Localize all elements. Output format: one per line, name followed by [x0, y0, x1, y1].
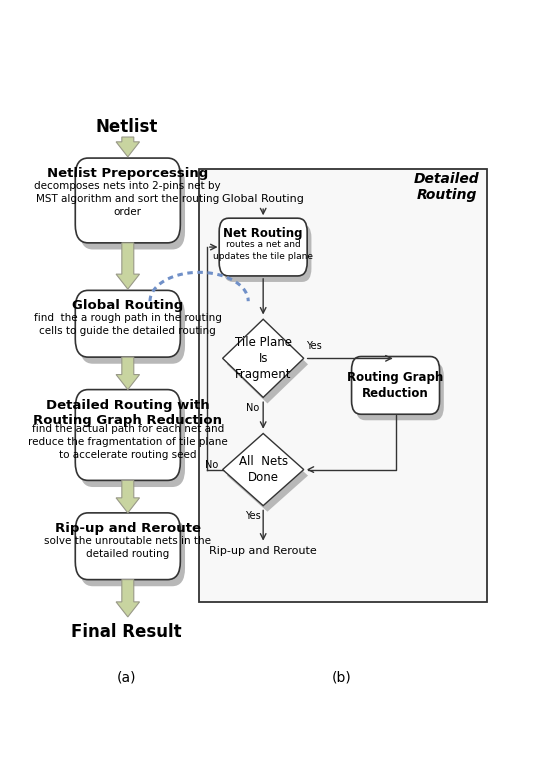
Text: Global Routing: Global Routing — [222, 194, 304, 204]
Text: Netlist Preporcessing: Netlist Preporcessing — [47, 167, 208, 180]
FancyArrow shape — [116, 137, 139, 157]
FancyBboxPatch shape — [356, 362, 444, 420]
Text: Rip-up and Reroute: Rip-up and Reroute — [209, 546, 317, 556]
FancyBboxPatch shape — [224, 224, 311, 282]
Text: (b): (b) — [332, 670, 351, 684]
Text: Tile Plane
Is
Fragment: Tile Plane Is Fragment — [235, 336, 291, 381]
FancyBboxPatch shape — [75, 513, 180, 580]
Text: Global Routing: Global Routing — [72, 299, 183, 312]
Text: Net Routing: Net Routing — [223, 227, 303, 241]
Text: No: No — [246, 403, 259, 413]
FancyBboxPatch shape — [352, 356, 440, 414]
Text: decomposes nets into 2-pins net by
MST algorithm and sort the routing
order: decomposes nets into 2-pins net by MST a… — [35, 181, 221, 216]
Text: find the actual path for each net and
reduce the fragmentation of tile plane
to : find the actual path for each net and re… — [28, 424, 228, 460]
Text: Netlist: Netlist — [95, 118, 158, 136]
FancyArrow shape — [116, 580, 139, 617]
FancyBboxPatch shape — [75, 390, 180, 480]
FancyArrow shape — [116, 243, 139, 289]
Text: find  the a rough path in the routing
cells to guide the detailed routing: find the a rough path in the routing cel… — [34, 313, 222, 336]
FancyArrow shape — [116, 357, 139, 390]
Polygon shape — [227, 325, 308, 404]
FancyBboxPatch shape — [80, 165, 185, 249]
Text: Yes: Yes — [245, 512, 261, 522]
Polygon shape — [223, 433, 304, 505]
FancyBboxPatch shape — [199, 169, 488, 602]
Polygon shape — [227, 440, 308, 512]
Text: (a): (a) — [117, 670, 136, 684]
FancyBboxPatch shape — [80, 297, 185, 364]
Text: routes a net and
updates the tile plane: routes a net and updates the tile plane — [213, 241, 313, 261]
FancyBboxPatch shape — [80, 519, 185, 587]
Text: Rip-up and Reroute: Rip-up and Reroute — [55, 522, 201, 535]
Text: Final Result: Final Result — [71, 623, 182, 641]
Text: Yes: Yes — [306, 341, 322, 351]
Text: solve the unroutable nets in the
detailed routing: solve the unroutable nets in the detaile… — [44, 536, 211, 558]
FancyBboxPatch shape — [75, 291, 180, 357]
FancyBboxPatch shape — [80, 396, 185, 487]
Polygon shape — [223, 319, 304, 398]
FancyBboxPatch shape — [75, 158, 180, 243]
Text: No: No — [205, 460, 218, 469]
Text: Detailed
Routing: Detailed Routing — [414, 172, 479, 202]
FancyBboxPatch shape — [219, 218, 307, 276]
FancyArrow shape — [116, 480, 139, 513]
Text: Detailed Routing with
Routing Graph Reduction: Detailed Routing with Routing Graph Redu… — [33, 398, 222, 426]
Text: Routing Graph
Reduction: Routing Graph Reduction — [348, 371, 444, 400]
Text: All  Nets
Done: All Nets Done — [239, 455, 288, 484]
